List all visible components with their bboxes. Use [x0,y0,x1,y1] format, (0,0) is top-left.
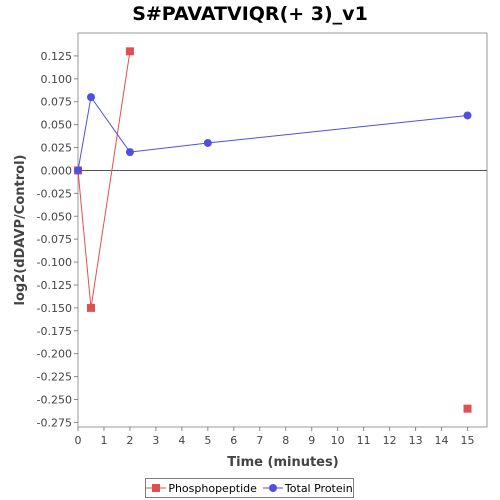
y-tick-label: -0.050 [37,210,72,223]
total-protein-data-point [463,111,472,120]
x-tick-label: 7 [256,434,263,447]
legend-label: Phosphopeptide [168,481,257,495]
y-tick-label: 0.000 [41,164,73,177]
x-tick-label: 13 [409,434,423,447]
y-tick-label: 0.100 [41,73,73,86]
x-axis-label: Time (minutes) [227,455,338,470]
legend-entry-total-protein: Total Protein [262,481,353,495]
y-tick-label: -0.175 [37,325,72,338]
y-axis-label: log2(dDAVP/Control) [13,155,28,306]
phosphopeptide-data-point [86,303,95,312]
x-tick-label: 12 [383,434,397,447]
total-protein-data-point [86,93,95,102]
total-protein-data-point [125,148,134,157]
y-tick-label: 0.025 [41,142,73,155]
total-protein-data-point [203,138,212,147]
y-tick-label: -0.250 [37,394,72,407]
y-tick-label: -0.200 [37,348,72,361]
y-tick-label: 0.125 [41,50,73,63]
phosphopeptide-data-point [125,47,134,56]
x-tick-label: 9 [308,434,315,447]
legend-label: Total Protein [284,481,353,495]
x-tick-label: 0 [75,434,82,447]
phosphopeptide-data-point [463,404,472,413]
y-tick-label: -0.025 [37,187,72,200]
legend-swatch-phosphopeptide [146,484,167,492]
y-tick-label: -0.075 [37,233,72,246]
x-tick-label: 2 [126,434,133,447]
x-tick-label: 10 [331,434,345,447]
legend-entry-phosphopeptide: Phosphopeptide [146,482,257,495]
y-tick-label: -0.100 [37,256,72,269]
x-tick-label: 5 [204,434,211,447]
legend: Phosphopeptide Total Protein [145,478,354,498]
y-tick-label: 0.075 [41,96,73,109]
x-tick-label: 11 [357,434,371,447]
total-protein-data-point [74,166,82,175]
x-tick-label: 14 [435,434,449,447]
x-tick-label: 15 [461,434,475,447]
y-tick-label: -0.275 [37,416,72,429]
x-tick-label: 8 [282,434,289,447]
y-tick-label: -0.125 [37,279,72,292]
chart-title: S#PAVATVIQR(+ 3)_v1 [132,3,368,25]
y-tick-label: 0.050 [41,119,73,132]
y-tick-label: -0.150 [37,302,72,315]
plot-area [77,32,488,428]
x-tick-label: 1 [100,434,107,447]
legend-swatch-total-protein [262,484,283,492]
x-tick-label: 3 [152,434,159,447]
y-tick-label: -0.225 [37,371,72,384]
x-tick-label: 4 [178,434,185,447]
x-tick-label: 6 [230,434,237,447]
